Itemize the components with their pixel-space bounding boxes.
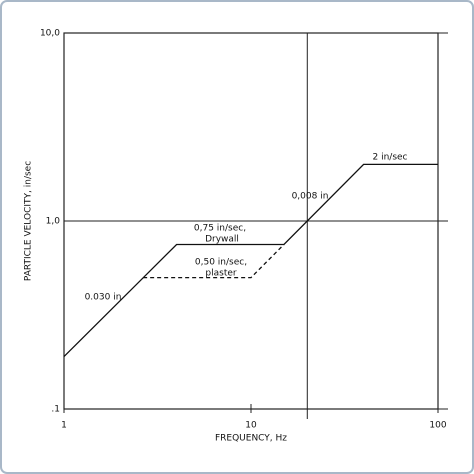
annotation: 0,75 in/sec, xyxy=(194,224,246,234)
annotation: 0,50 in/sec, xyxy=(195,258,247,268)
annotation: 0,008 in xyxy=(292,192,329,202)
y-tick-label: .1 xyxy=(51,405,60,415)
annotation: Drywall xyxy=(205,235,239,245)
annotation: 2 in/sec xyxy=(373,153,408,163)
x-tick-label: 1 xyxy=(61,421,67,431)
x-axis-label: FREQUENCY, Hz xyxy=(215,434,287,444)
y-tick-label: 1,0 xyxy=(46,217,61,227)
series-line xyxy=(143,244,285,279)
annotation: 0.030 in xyxy=(85,293,122,303)
x-tick-label: 10 xyxy=(245,421,257,431)
y-axis-label: PARTICLE VELOCITY, in/sec xyxy=(24,161,34,281)
y-tick-label: 10,0 xyxy=(40,29,60,39)
x-tick-label: 100 xyxy=(429,421,446,431)
annotation: plaster xyxy=(205,269,236,279)
